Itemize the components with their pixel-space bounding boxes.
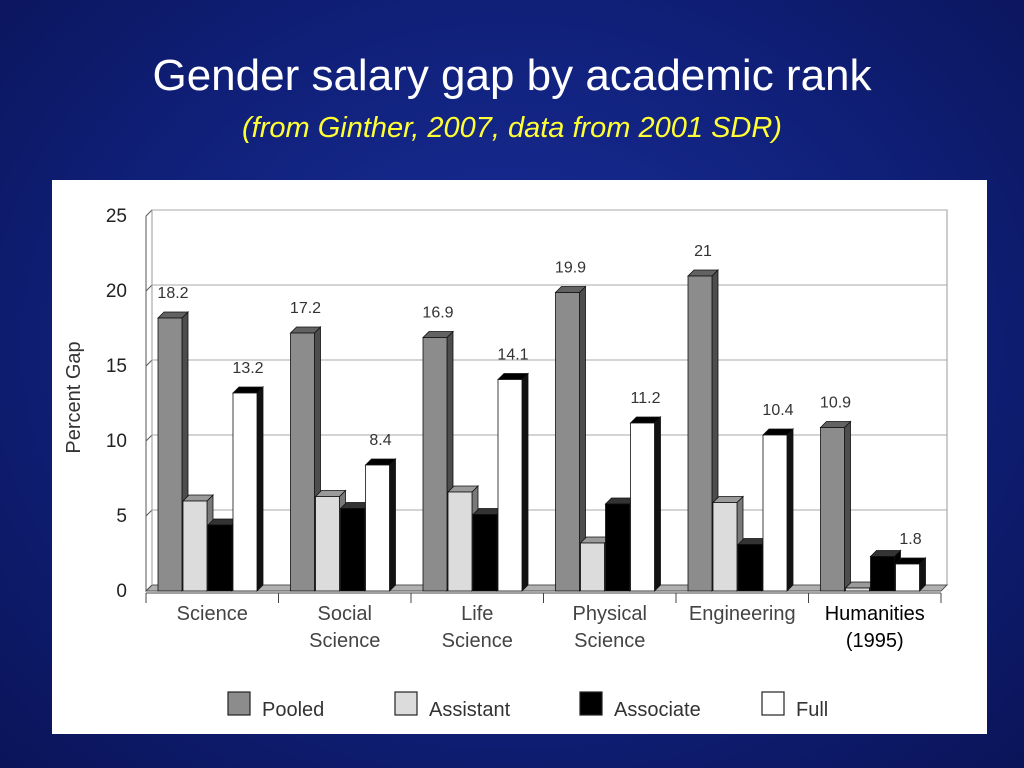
legend-label: Assistant	[429, 699, 511, 721]
data-label: 8.4	[369, 432, 391, 449]
data-label: 1.8	[899, 531, 921, 548]
chart-panel: 0 5 10 15 20 25 Percent Gap 18.2 13.2 17.2 8.4 16.9…	[52, 180, 987, 734]
legend-swatch	[579, 691, 603, 716]
y-tick-label: 10	[106, 431, 127, 452]
bar	[232, 392, 258, 592]
x-category-label: Science	[574, 630, 645, 652]
bar	[340, 508, 365, 592]
bar-chart: 0 5 10 15 20 25 Percent Gap 18.2 13.2 17.2 8.4 16.9…	[63, 206, 949, 721]
bar	[447, 491, 473, 592]
y-tick-label: 15	[106, 356, 127, 377]
y-tick-label: 20	[106, 281, 127, 302]
x-category-label: Science	[309, 630, 380, 652]
bar	[207, 524, 233, 592]
bar-side	[256, 386, 264, 592]
bar	[762, 434, 788, 592]
bar	[895, 563, 920, 592]
bar	[737, 544, 763, 592]
x-category-label: (1995)	[846, 630, 904, 652]
bar	[315, 496, 340, 592]
x-category-label: Life	[461, 603, 493, 625]
y-axis-label: Percent Gap	[63, 341, 85, 453]
data-label: 11.2	[631, 390, 661, 407]
bar	[422, 337, 448, 592]
bar	[157, 317, 183, 592]
gridline-diag	[145, 209, 153, 217]
bar	[687, 275, 713, 592]
bar-side	[654, 416, 661, 592]
y-tick-label: 5	[116, 506, 127, 527]
data-label: 10.9	[820, 395, 851, 412]
bar	[580, 542, 605, 592]
bar	[870, 556, 895, 592]
bar	[605, 503, 630, 592]
y-tick-label: 0	[116, 581, 127, 602]
bar	[182, 500, 208, 592]
y-tick-label: 25	[106, 206, 127, 227]
bar	[712, 502, 738, 592]
slide-subtitle: (from Ginther, 2007, data from 2001 SDR)	[242, 112, 782, 144]
bar	[290, 332, 315, 592]
x-category-label: Engineering	[689, 603, 796, 625]
legend-label: Full	[796, 699, 828, 721]
bar-side	[844, 420, 851, 592]
legend-swatch	[761, 691, 785, 716]
bar	[472, 514, 498, 592]
data-label: 16.9	[422, 305, 453, 322]
bar	[845, 587, 870, 592]
data-label: 18.2	[157, 285, 188, 302]
bar	[555, 292, 580, 592]
x-category-label: Physical	[573, 603, 647, 625]
legend-swatch	[394, 691, 418, 716]
bar	[820, 427, 845, 592]
legend-label: Pooled	[262, 699, 324, 721]
plot-back-wall	[151, 209, 948, 586]
data-label: 17.2	[290, 300, 321, 317]
bar-side	[389, 458, 396, 592]
gridline-diag	[145, 284, 153, 292]
x-category-label: Humanities	[825, 603, 925, 625]
gridline-diag	[145, 359, 153, 367]
bar-side	[521, 372, 529, 592]
slide-title: Gender salary gap by academic rank	[152, 51, 872, 100]
x-category-label: Science	[177, 603, 248, 625]
legend-label: Associate	[614, 699, 701, 721]
data-label: 19.9	[555, 260, 586, 277]
bar	[365, 464, 390, 592]
bar	[497, 379, 523, 592]
data-label: 10.4	[762, 402, 793, 419]
data-label: 21	[694, 243, 712, 260]
gridline-diag	[145, 509, 153, 517]
bar	[630, 422, 655, 592]
gridline-diag	[145, 434, 153, 442]
gridline-diag	[145, 584, 153, 592]
x-category-label: Science	[442, 630, 513, 652]
x-category-label: Social	[318, 603, 372, 625]
data-label: 14.1	[497, 347, 528, 364]
bar-side	[786, 428, 794, 592]
legend-swatch	[227, 691, 251, 716]
data-label: 13.2	[232, 360, 263, 377]
